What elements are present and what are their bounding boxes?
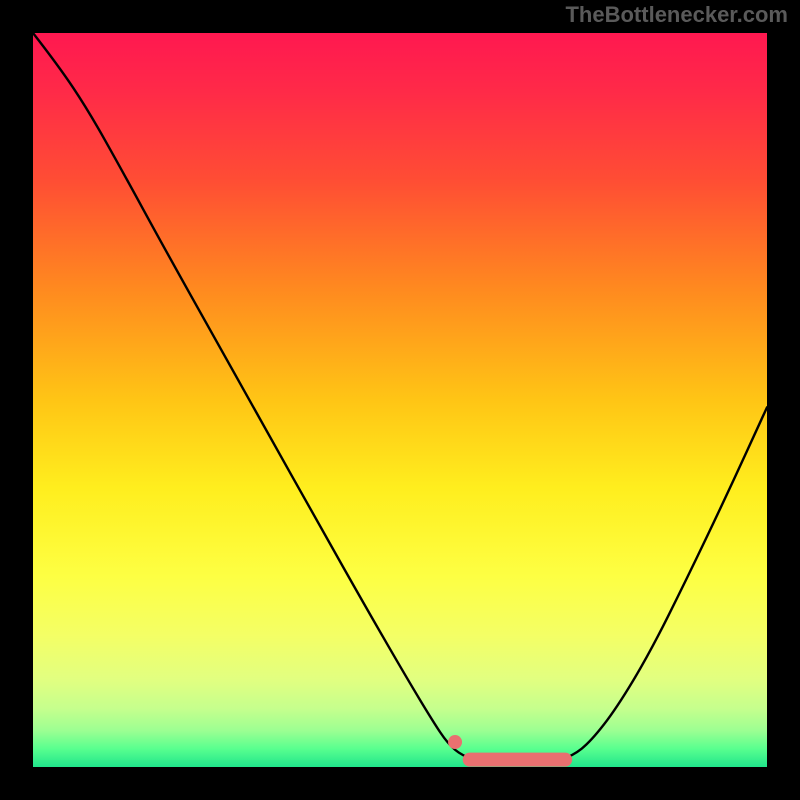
bottleneck-chart — [0, 0, 800, 800]
indicator-dot — [448, 735, 462, 749]
gradient-background — [33, 33, 767, 767]
chart-container: TheBottlenecker.com — [0, 0, 800, 800]
watermark-text: TheBottlenecker.com — [565, 2, 788, 28]
